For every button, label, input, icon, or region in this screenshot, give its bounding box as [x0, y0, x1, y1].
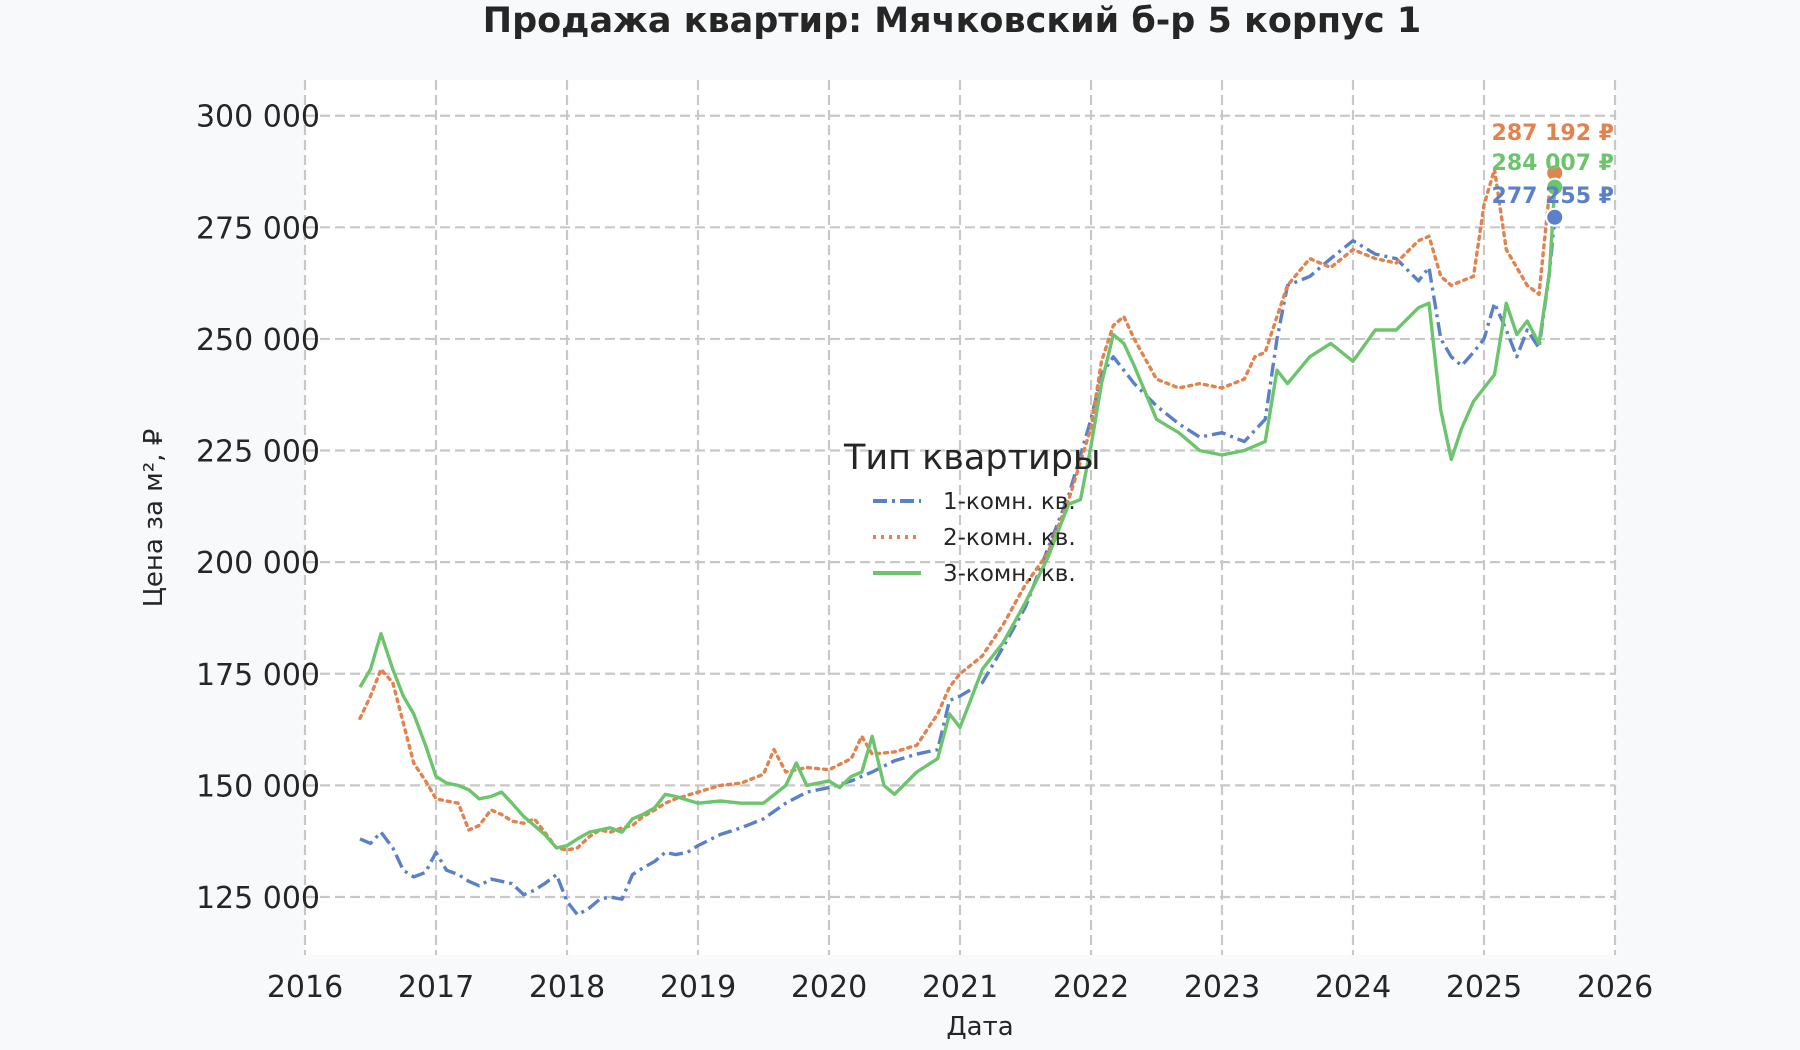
legend-title: Тип квартиры [843, 438, 1101, 478]
series-lines [358, 167, 1557, 917]
y-tick-label: 175 000 [196, 658, 320, 693]
end-label-2: 287 192 ₽ [1492, 121, 1614, 146]
x-tick-label: 2019 [660, 970, 736, 1005]
end-markers [1545, 163, 1565, 227]
x-tick-label: 2026 [1577, 970, 1653, 1005]
x-tick-label: 2020 [791, 970, 867, 1005]
end-marker-1 [1545, 207, 1565, 227]
legend-label-2: 2-комн. кв. [943, 525, 1076, 551]
series-line-1 [359, 217, 1557, 917]
x-tick-label: 2021 [922, 970, 998, 1005]
x-tick-label: 2024 [1315, 970, 1391, 1005]
x-tick-label: 2016 [267, 970, 343, 1005]
series-line-3 [358, 186, 1557, 850]
end-label-3: 284 007 ₽ [1492, 151, 1614, 176]
end-marker-3 [1545, 177, 1565, 197]
y-tick-label: 275 000 [196, 211, 320, 246]
legend-label-1: 1-комн. кв. [943, 489, 1076, 515]
x-tick-label: 2023 [1184, 970, 1260, 1005]
y-tick-label: 225 000 [196, 435, 320, 470]
x-tick-label: 2025 [1446, 970, 1522, 1005]
legend: Тип квартиры 1-комн. кв. 2-комн. кв. 3-к… [843, 438, 1101, 587]
x-tick-label: 2018 [529, 970, 605, 1005]
x-tick-label: 2017 [398, 970, 474, 1005]
y-tick-label: 200 000 [196, 546, 320, 581]
series-line-2 [358, 167, 1557, 852]
y-tick-label: 125 000 [196, 881, 320, 916]
legend-label-3: 3-комн. кв. [943, 561, 1076, 587]
y-tick-label: 150 000 [196, 769, 320, 804]
chart-title: Продажа квартир: Мячковский б-р 5 корпус… [483, 1, 1421, 41]
y-tick-label: 300 000 [196, 100, 320, 135]
y-axis-label: Цена за м², ₽ [139, 429, 169, 608]
end-label-1: 277 255 ₽ [1492, 184, 1614, 209]
x-tick-label: 2022 [1053, 970, 1129, 1005]
y-tick-label: 250 000 [196, 323, 320, 358]
x-axis-label: Дата [946, 1012, 1013, 1042]
grid [303, 80, 1617, 955]
tick-labels: 2016 2017 2018 2019 2020 2021 2022 2023 2024 2025… [196, 100, 1653, 1005]
